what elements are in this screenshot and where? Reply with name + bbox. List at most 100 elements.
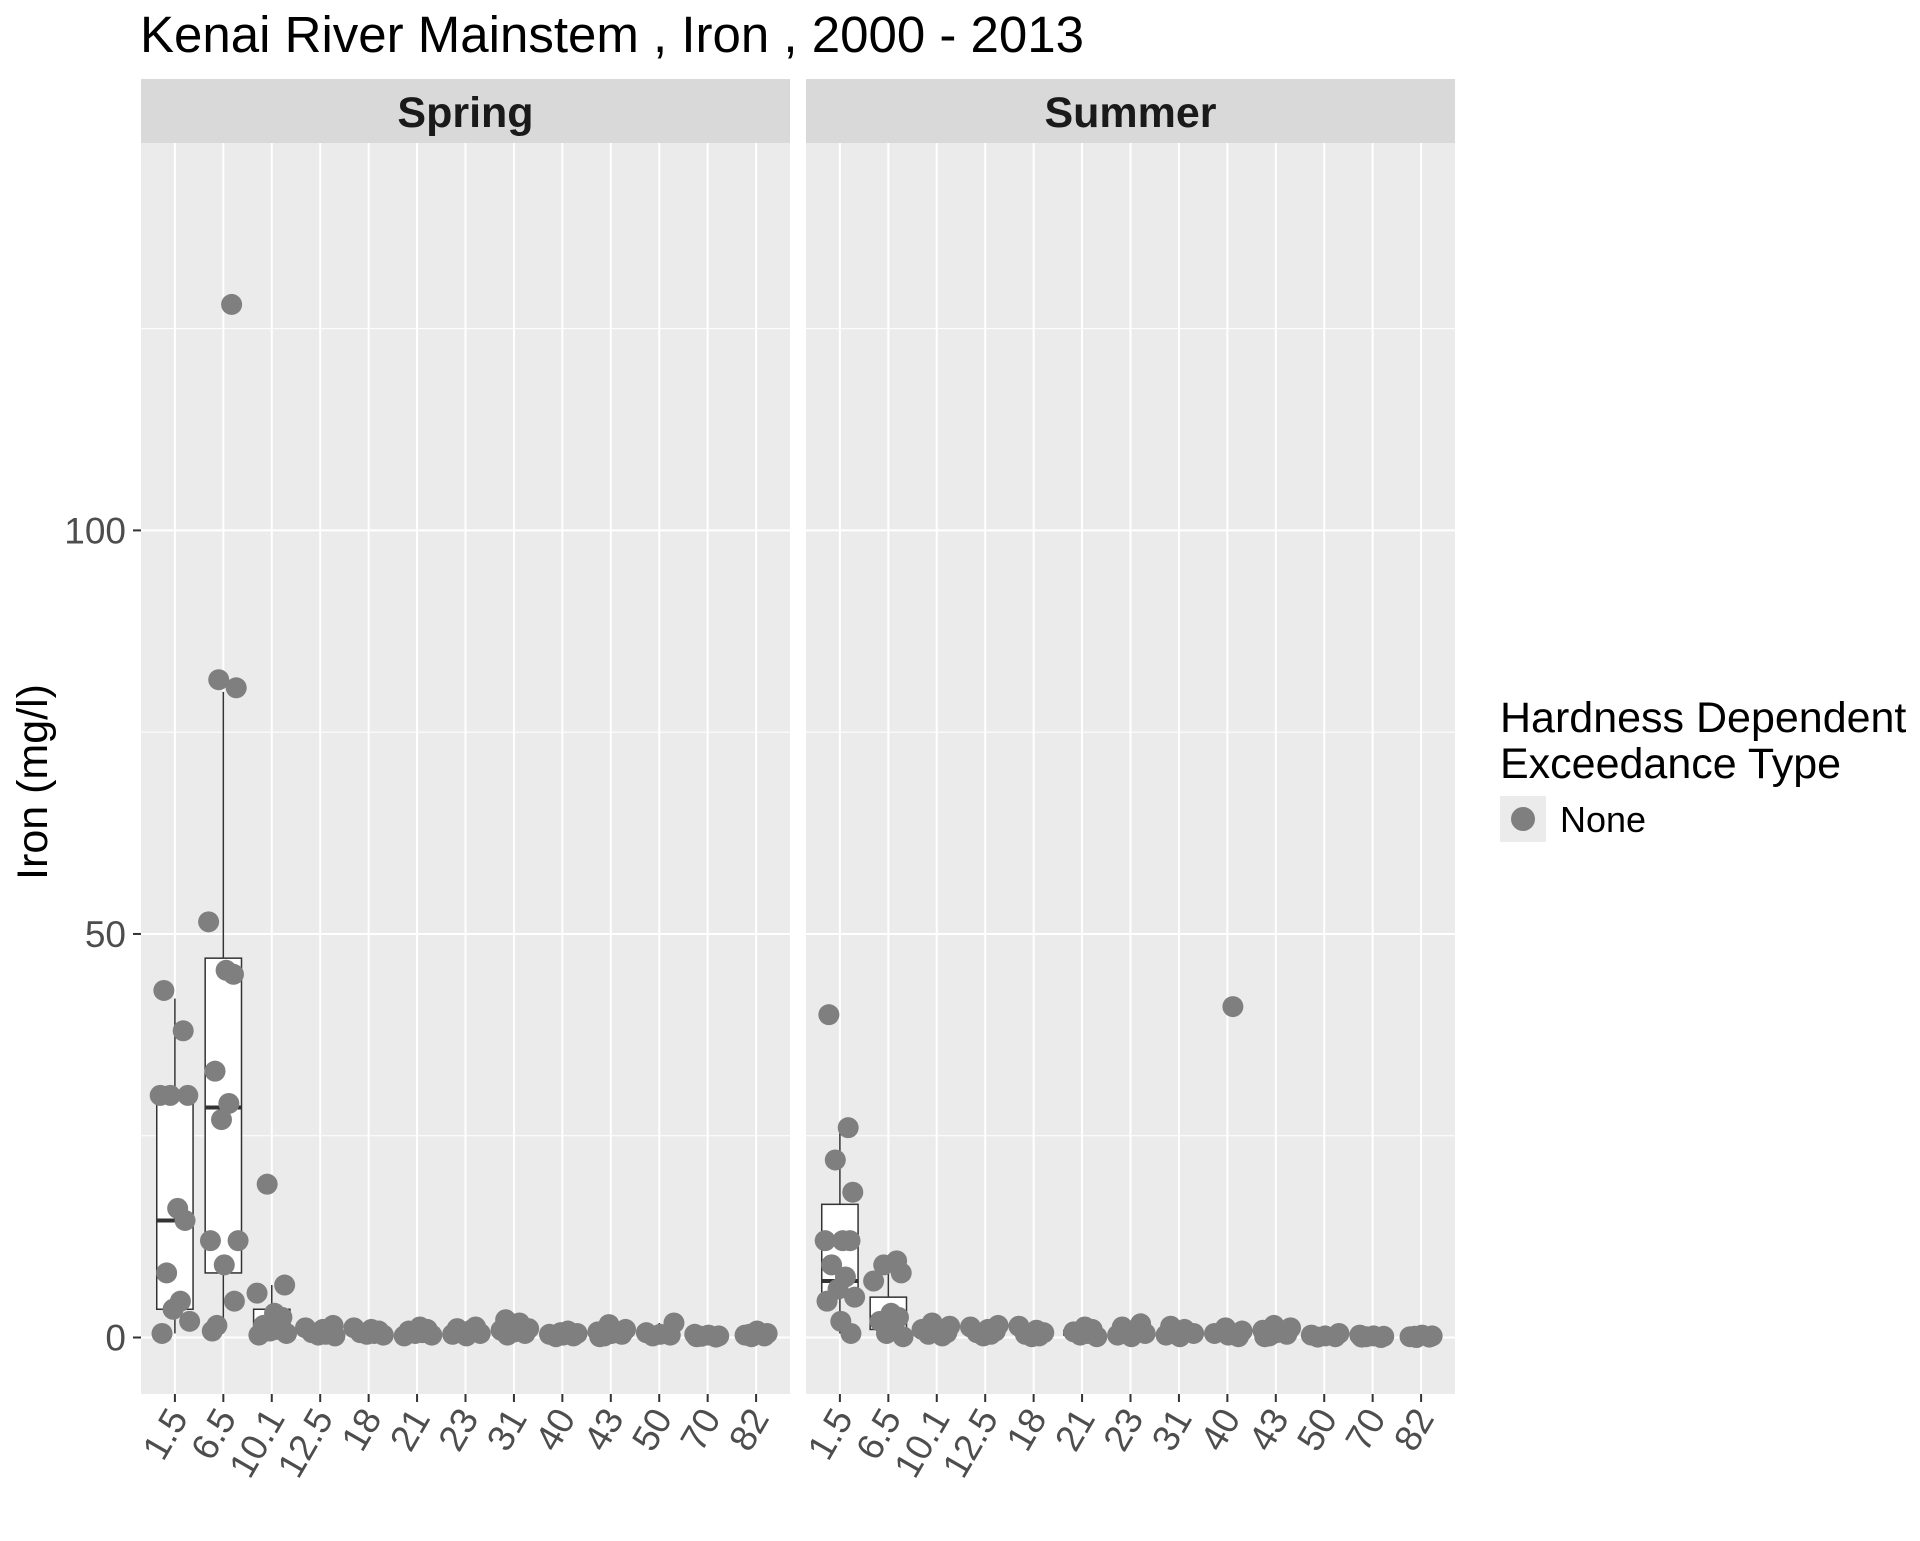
x-tick-label: 21 [1047, 1402, 1103, 1458]
data-point [814, 1230, 836, 1252]
data-point [393, 1325, 415, 1347]
data-point [1276, 1323, 1298, 1345]
x-tick-label: 50 [624, 1402, 680, 1458]
data-point [1021, 1326, 1043, 1348]
x-tick-label: 1.5 [135, 1402, 196, 1467]
legend: Hardness Dependent Exceedance Type None [1500, 694, 1906, 842]
data-point [740, 1326, 762, 1348]
x-tick-label: 82 [721, 1402, 777, 1458]
facet-strip [806, 79, 1455, 143]
data-point [324, 1325, 346, 1347]
data-point [1324, 1326, 1346, 1348]
x-tick-label: 31 [1144, 1402, 1200, 1458]
data-point [589, 1326, 611, 1348]
x-tick-label: 70 [1338, 1402, 1394, 1458]
data-point [223, 1290, 245, 1312]
y-axis-title: Iron (mg/l) [9, 684, 57, 880]
data-point [177, 1084, 199, 1106]
data-point [218, 1092, 240, 1114]
data-point [839, 1230, 861, 1252]
boxplot-6-5 [204, 691, 243, 1334]
facet-panels: Spring1.56.510.112.5182123314043507082Su… [135, 79, 1455, 1484]
data-point [356, 1323, 378, 1345]
data-point [201, 1320, 223, 1342]
x-tick-label: 82 [1386, 1402, 1442, 1458]
facet-strip [141, 79, 790, 143]
y-tick-label: 100 [64, 510, 126, 551]
data-point [844, 1286, 866, 1308]
data-point [514, 1322, 536, 1344]
data-point [840, 1322, 862, 1344]
data-point [222, 963, 244, 985]
data-point [246, 1282, 268, 1304]
x-tick-label: 21 [382, 1402, 438, 1458]
data-point [227, 1230, 249, 1252]
data-point [248, 1324, 270, 1346]
x-tick-label: 70 [673, 1402, 729, 1458]
data-point [1351, 1326, 1373, 1348]
data-point [659, 1324, 681, 1346]
data-point [562, 1325, 584, 1347]
data-point [931, 1325, 953, 1347]
data-point [972, 1325, 994, 1347]
data-point [1405, 1327, 1427, 1349]
x-tick-label: 23 [1095, 1402, 1151, 1458]
data-point [151, 1322, 173, 1344]
data-point [686, 1326, 708, 1348]
legend-title-line2: Exceedance Type [1500, 740, 1841, 788]
data-point [545, 1326, 567, 1348]
x-tick-label: 1.5 [800, 1402, 861, 1467]
facet-strip-label: Spring [397, 89, 533, 137]
data-point [837, 1117, 859, 1139]
x-tick-label: 43 [1241, 1402, 1297, 1458]
chart-title: Kenai River Mainstem , Iron , 2000 - 201… [140, 6, 1084, 63]
data-point [421, 1324, 443, 1346]
data-point [892, 1326, 914, 1348]
data-point [172, 1020, 194, 1042]
data-point [210, 1109, 232, 1131]
data-point [1307, 1326, 1329, 1348]
data-point [1086, 1326, 1108, 1348]
data-point [275, 1322, 297, 1344]
y-tick-label: 0 [105, 1318, 126, 1359]
data-point [179, 1310, 201, 1332]
data-point [875, 1322, 897, 1344]
data-point [1227, 1326, 1249, 1348]
x-tick-label: 18 [998, 1402, 1054, 1458]
x-tick-label: 43 [576, 1402, 632, 1458]
data-point [162, 1298, 184, 1320]
data-point [204, 1060, 226, 1082]
data-point [174, 1209, 196, 1231]
data-point [1254, 1326, 1276, 1348]
data-point [213, 1254, 235, 1276]
data-point [372, 1324, 394, 1346]
legend-key-point [1511, 807, 1535, 831]
data-point [816, 1290, 838, 1312]
data-point [1370, 1327, 1392, 1349]
data-point [842, 1181, 864, 1203]
data-point [149, 1084, 171, 1106]
x-tick-label: 40 [1192, 1402, 1248, 1458]
data-point [821, 1254, 843, 1276]
data-point [307, 1324, 329, 1346]
data-point [208, 669, 230, 691]
y-axis: 0 50 100 [64, 510, 141, 1359]
x-tick-label: 23 [430, 1402, 486, 1458]
data-point [1169, 1326, 1191, 1348]
facet-strip-label: Summer [1044, 89, 1216, 137]
data-point [455, 1325, 477, 1347]
data-point [198, 911, 220, 933]
legend-item-label: None [1560, 799, 1646, 840]
data-point [642, 1325, 664, 1347]
x-tick-label: 50 [1289, 1402, 1345, 1458]
data-point [873, 1254, 895, 1276]
data-point [818, 1004, 840, 1026]
x-tick-label: 18 [333, 1402, 389, 1458]
data-point [1069, 1324, 1091, 1346]
data-point [156, 1262, 178, 1284]
y-tick-label: 50 [85, 914, 126, 955]
legend-title-line1: Hardness Dependent [1500, 694, 1906, 742]
data-point [824, 1149, 846, 1171]
